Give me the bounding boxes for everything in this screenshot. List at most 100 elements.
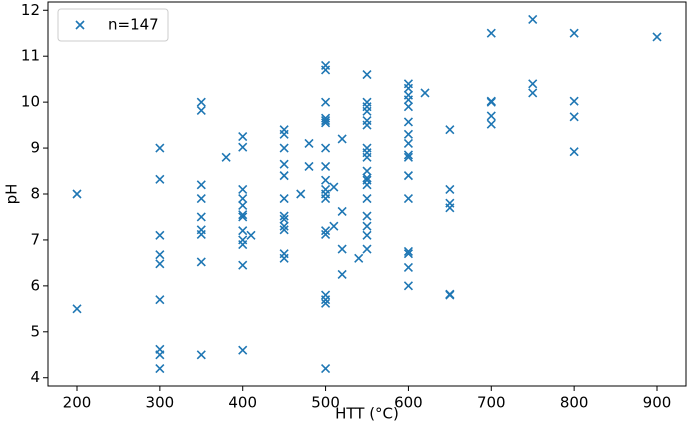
legend-label: n=147 <box>108 16 159 34</box>
point <box>304 161 314 172</box>
point <box>296 189 306 199</box>
point <box>196 105 206 115</box>
point <box>403 102 413 112</box>
point <box>569 147 579 157</box>
point <box>321 97 331 107</box>
point <box>279 225 289 235</box>
point <box>403 117 413 127</box>
x-tick-label: 500 <box>311 394 340 412</box>
point <box>304 138 314 149</box>
point <box>362 244 372 254</box>
point <box>196 350 206 360</box>
point <box>486 28 496 38</box>
point <box>72 304 82 314</box>
point <box>329 221 339 231</box>
plot-frame <box>47 1 687 387</box>
point <box>403 138 413 149</box>
legend-box <box>57 8 169 42</box>
point <box>155 174 165 184</box>
point <box>445 184 455 194</box>
point <box>238 260 248 270</box>
point <box>486 111 496 121</box>
x-tick-label: 800 <box>560 394 589 412</box>
y-tick-label: 11 <box>21 47 40 65</box>
point <box>362 173 372 183</box>
point <box>362 120 372 130</box>
point <box>652 32 662 42</box>
point <box>279 211 289 221</box>
point <box>321 363 331 374</box>
point <box>155 230 165 240</box>
point <box>279 171 289 181</box>
x-tick-label: 200 <box>63 394 92 412</box>
point <box>321 65 331 75</box>
point <box>362 230 372 240</box>
point <box>403 150 413 160</box>
point <box>279 214 289 224</box>
point <box>528 88 538 98</box>
point <box>279 159 289 169</box>
y-tick-label: 9 <box>30 139 40 157</box>
point <box>528 79 538 89</box>
y-tick-label: 12 <box>21 1 40 19</box>
x-tick-label: 400 <box>228 394 257 412</box>
point <box>445 203 455 213</box>
point <box>279 143 289 153</box>
point <box>279 221 289 231</box>
point <box>337 269 347 279</box>
point <box>238 212 248 222</box>
point <box>362 180 372 190</box>
point <box>403 83 413 93</box>
point <box>238 239 248 250</box>
point <box>321 298 331 308</box>
point <box>155 363 165 374</box>
point <box>321 115 331 126</box>
point <box>329 182 339 192</box>
point <box>321 295 331 305</box>
point <box>221 152 231 162</box>
point <box>569 28 579 38</box>
x-tick-label: 900 <box>643 394 672 412</box>
legend-marker <box>75 20 85 30</box>
point <box>238 226 248 236</box>
point <box>279 129 289 139</box>
point <box>238 142 248 152</box>
point <box>238 184 248 194</box>
point <box>321 194 331 204</box>
point <box>196 229 206 239</box>
point <box>445 125 455 135</box>
point <box>238 200 248 211</box>
point <box>155 350 165 360</box>
point <box>196 257 206 267</box>
point <box>403 95 413 105</box>
point <box>362 166 372 176</box>
point <box>403 281 413 291</box>
point <box>445 290 455 300</box>
y-tick-label: 6 <box>30 276 40 294</box>
point <box>528 14 538 25</box>
y-tick-label: 10 <box>21 93 40 111</box>
point <box>403 194 413 204</box>
point <box>362 221 372 231</box>
point <box>196 97 206 107</box>
point <box>362 106 372 116</box>
point <box>321 143 331 153</box>
point <box>155 250 165 260</box>
y-tick-label: 4 <box>30 368 40 386</box>
point <box>238 194 248 204</box>
y-tick-label: 5 <box>30 322 40 340</box>
x-tick-label: 700 <box>477 394 506 412</box>
point <box>337 206 347 217</box>
y-tick-label: 8 <box>30 185 40 203</box>
point <box>362 70 372 80</box>
point <box>196 194 206 204</box>
point <box>403 246 413 256</box>
point <box>403 129 413 139</box>
point <box>321 229 331 239</box>
point <box>279 194 289 204</box>
point <box>321 175 331 185</box>
point <box>403 152 413 162</box>
y-axis-label: pH <box>3 184 21 205</box>
y-tick-label: 7 <box>30 230 40 248</box>
point <box>321 161 331 172</box>
